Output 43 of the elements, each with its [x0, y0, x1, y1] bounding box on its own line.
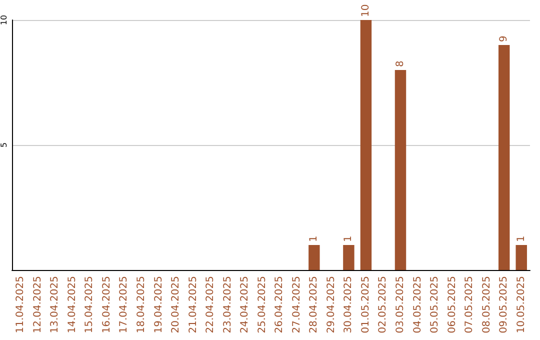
data-label: 9: [498, 36, 510, 42]
bar: [308, 245, 320, 270]
x-tick-label: 16.04.2025: [101, 276, 112, 334]
x-tick-label: 19.04.2025: [153, 276, 164, 334]
x-tick-label: 03.05.2025: [395, 276, 406, 334]
x-tick-label: 30.04.2025: [343, 276, 354, 334]
x-tick-label: 29.04.2025: [326, 276, 337, 334]
x-tick-label: 15.04.2025: [84, 276, 96, 334]
x-tick-label: 26.04.2025: [274, 276, 286, 334]
data-label: 1: [516, 236, 527, 242]
x-tick-label: 10.05.2025: [516, 276, 527, 334]
y-tick-label: 5: [0, 142, 8, 148]
x-tick-label: 24.04.2025: [240, 276, 251, 334]
x-tick-label: 06.05.2025: [446, 276, 458, 334]
x-tick-label: 14.04.2025: [66, 276, 78, 334]
x-tick-label: 23.04.2025: [222, 276, 234, 334]
x-tick-label: 13.04.2025: [50, 276, 61, 334]
data-label: 8: [395, 60, 406, 67]
x-tick-label: 05.05.2025: [430, 276, 441, 334]
data-label: 10: [360, 4, 372, 17]
bar: [343, 245, 354, 270]
x-tick-label: 04.05.2025: [412, 276, 424, 334]
data-label: 1: [343, 236, 354, 242]
data-label: 1: [308, 236, 320, 242]
x-tick-label: 27.04.2025: [291, 276, 302, 334]
bar: [498, 45, 510, 270]
x-tick-label: 25.04.2025: [256, 276, 268, 334]
x-tick-label: 08.05.2025: [481, 276, 492, 334]
x-tick-label: 09.05.2025: [498, 276, 510, 334]
x-tick-label: 02.05.2025: [378, 276, 389, 334]
x-tick-label: 22.04.2025: [205, 276, 216, 334]
x-tick-label: 28.04.2025: [308, 276, 320, 334]
bar: [394, 70, 406, 270]
x-tick-label: 01.05.2025: [360, 276, 372, 334]
x-tick-label: 11.04.2025: [15, 276, 26, 334]
x-tick-label: 07.05.2025: [464, 276, 476, 334]
x-tick-label: 18.04.2025: [136, 276, 147, 334]
bar: [516, 245, 527, 270]
x-tick-label: 17.04.2025: [118, 276, 130, 334]
x-tick-label: 12.04.2025: [32, 276, 44, 334]
x-tick-label: 21.04.2025: [188, 276, 199, 334]
bar: [360, 20, 372, 270]
x-tick-label: 20.04.2025: [170, 276, 182, 334]
